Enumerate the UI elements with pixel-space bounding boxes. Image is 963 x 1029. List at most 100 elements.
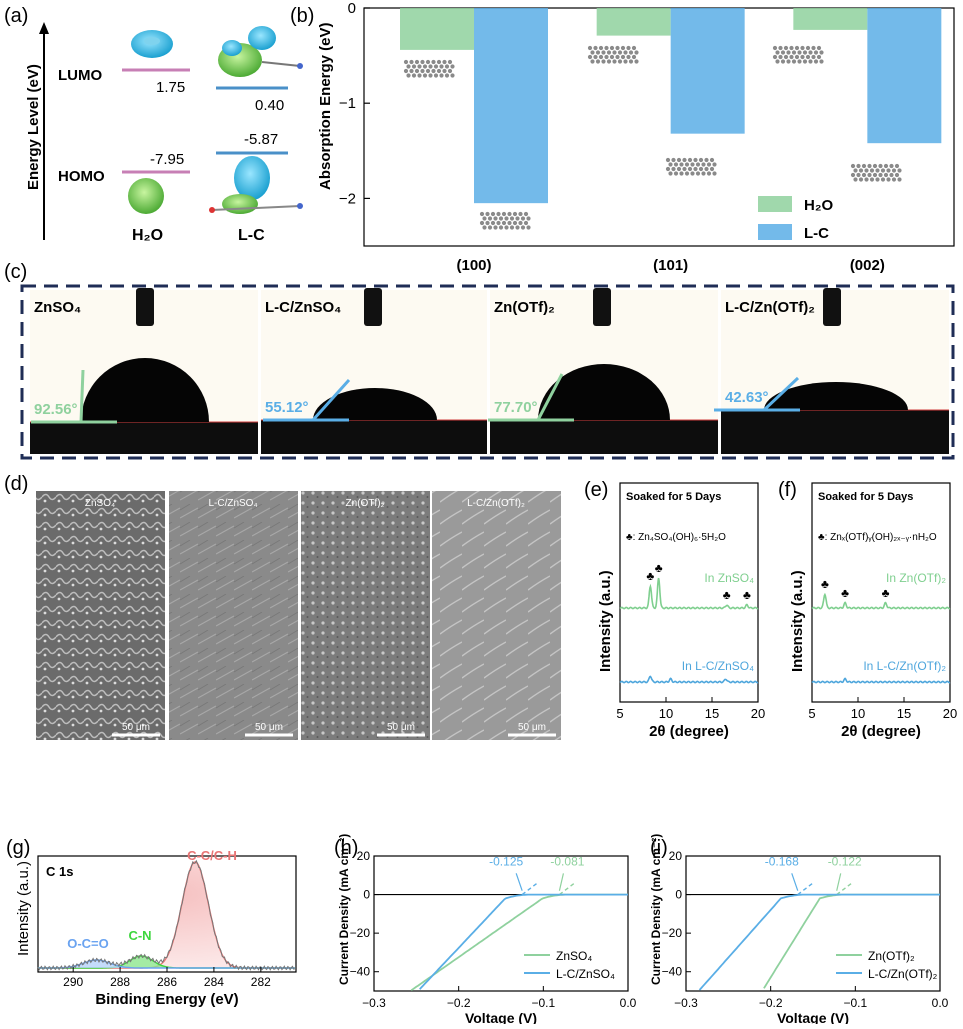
slab-atom xyxy=(671,157,676,163)
slab-atom xyxy=(631,54,637,60)
panel-e-letter: (e) xyxy=(584,479,608,501)
slab-atom xyxy=(780,59,786,64)
slab-atom xyxy=(797,59,802,64)
slab-atom xyxy=(684,162,690,167)
y-tick-label: −40 xyxy=(662,965,683,979)
slab-atom xyxy=(493,225,498,230)
xps-peak-label-2: O-C=O xyxy=(67,936,109,951)
slab-atom xyxy=(593,54,598,60)
slab-atom xyxy=(496,220,501,226)
lc-molecule-label: L-C xyxy=(238,227,265,244)
panel-f: (f) Soaked for 5 Days ♣: Znₓ(OTf)ᵧ(OH)₂ₓ₋… xyxy=(778,479,957,740)
slab-atom xyxy=(439,64,444,69)
x-tick-label: 0.0 xyxy=(932,996,949,1010)
x-tick-label: −0.2 xyxy=(759,996,783,1010)
slab-atom xyxy=(794,45,800,51)
slab-atom xyxy=(409,68,414,74)
x-tick-label: −0.3 xyxy=(362,996,386,1010)
contact-angle-images: ZnSO₄ 92.56° L-C/ZnSO₄ 55.12° Zn(OTf)₂ 77.70°… xyxy=(30,288,949,454)
x-tick-label: 288 xyxy=(110,975,130,989)
sample-name-1: L-C/ZnSO₄ xyxy=(265,299,341,316)
slab-atom xyxy=(485,211,490,217)
xps-ylabel: Intensity (a.u.) xyxy=(15,861,32,956)
slab-atom xyxy=(665,157,671,163)
slab-atom xyxy=(417,64,422,69)
slab-atom xyxy=(864,168,869,173)
slab-atom xyxy=(853,177,858,182)
peak-marker: ♣ xyxy=(841,586,849,600)
y-tick-label: 20 xyxy=(669,849,683,863)
category-label: (101) xyxy=(653,257,688,274)
peak-marker: ♣ xyxy=(821,577,829,591)
xrd-pattern-0 xyxy=(619,577,759,610)
slab-atom xyxy=(867,172,872,178)
slab-atom xyxy=(883,172,889,178)
needle-3 xyxy=(823,288,841,326)
slab-atom xyxy=(886,168,891,173)
contact-angle-frame xyxy=(20,284,955,460)
slab-atom xyxy=(794,54,800,60)
slab-atom xyxy=(442,59,447,65)
slab-atom xyxy=(598,54,604,60)
energy-axis-arrow xyxy=(39,22,49,34)
slab-atom xyxy=(428,64,433,69)
x-tick-label: 5 xyxy=(808,706,815,721)
slab-atom xyxy=(496,211,501,217)
panel-e: (e) Soaked for 5 Days ♣: Zn₄SO₄(OH)₆·5H₂O… xyxy=(584,479,765,740)
slab-atom xyxy=(403,68,409,74)
slab-atom xyxy=(704,157,709,163)
slab-atom xyxy=(789,45,794,51)
slab-atom xyxy=(800,54,805,60)
sample-name-2: Zn(OTf)₂ xyxy=(494,299,555,316)
slab-atom xyxy=(816,45,822,51)
xps-title: C 1s xyxy=(46,864,73,879)
panel-b: (b) Absorption Energy (eV) (100) (101) (00… xyxy=(290,0,955,274)
slab-atom xyxy=(509,225,515,230)
xrd-series-label-1: In L-C/ZnSO₄ xyxy=(682,659,754,673)
slab-atom xyxy=(609,54,615,60)
slab-atom xyxy=(676,166,682,172)
slab-atom xyxy=(693,166,698,172)
lumo-label: LUMO xyxy=(58,67,102,84)
slab-atom xyxy=(709,166,715,172)
droplet-3 xyxy=(764,382,908,410)
slab-atom xyxy=(858,177,864,182)
y-tick-label: −2 xyxy=(339,190,356,207)
slab-atom xyxy=(772,45,778,51)
lc-homo-orbital xyxy=(209,156,303,214)
slab-atom xyxy=(587,54,593,60)
slab-atom xyxy=(805,54,811,60)
slab-atom xyxy=(485,220,490,226)
slab-atom xyxy=(772,54,778,60)
sem-label-3: L-C/Zn(OTf)₂ xyxy=(467,498,525,509)
slab-atom xyxy=(819,59,824,64)
peak-marker: ♣ xyxy=(646,569,654,583)
slab-atom xyxy=(612,59,617,64)
y-tick-label: −20 xyxy=(662,926,683,940)
xps-peak-fill-0 xyxy=(38,862,296,968)
slab-atom xyxy=(780,50,786,55)
xrd-title: Soaked for 5 Days xyxy=(626,491,721,503)
lsv-curve-1 xyxy=(419,893,628,990)
droplet-1 xyxy=(313,388,437,420)
slab-atom xyxy=(679,162,684,167)
slab-atom xyxy=(712,171,717,176)
slab-atom xyxy=(894,172,900,178)
peak-marker: ♣ xyxy=(655,561,663,575)
slab-atom xyxy=(612,50,617,55)
substrate-3 xyxy=(721,410,949,454)
onset-label-bare: -0.081 xyxy=(550,855,584,869)
slab-atom xyxy=(894,163,900,169)
sem-image-0 xyxy=(36,491,165,740)
slab-atom xyxy=(778,54,783,60)
panel-g-letter: (g) xyxy=(6,837,30,859)
panel-a: (a) Energy Level (eV) LUMO HOMO 1.75 -7.… xyxy=(4,5,303,244)
x-tick-label: −0.2 xyxy=(447,996,471,1010)
slab-atom xyxy=(687,166,693,172)
y-tick-label: 0 xyxy=(348,0,356,17)
slab-atom xyxy=(791,50,797,55)
contact-angle-value-0: 92.56° xyxy=(34,401,78,418)
y-tick-label: −1 xyxy=(339,95,356,112)
onset-arrow-lc xyxy=(791,873,799,891)
slab-atom xyxy=(709,157,715,163)
